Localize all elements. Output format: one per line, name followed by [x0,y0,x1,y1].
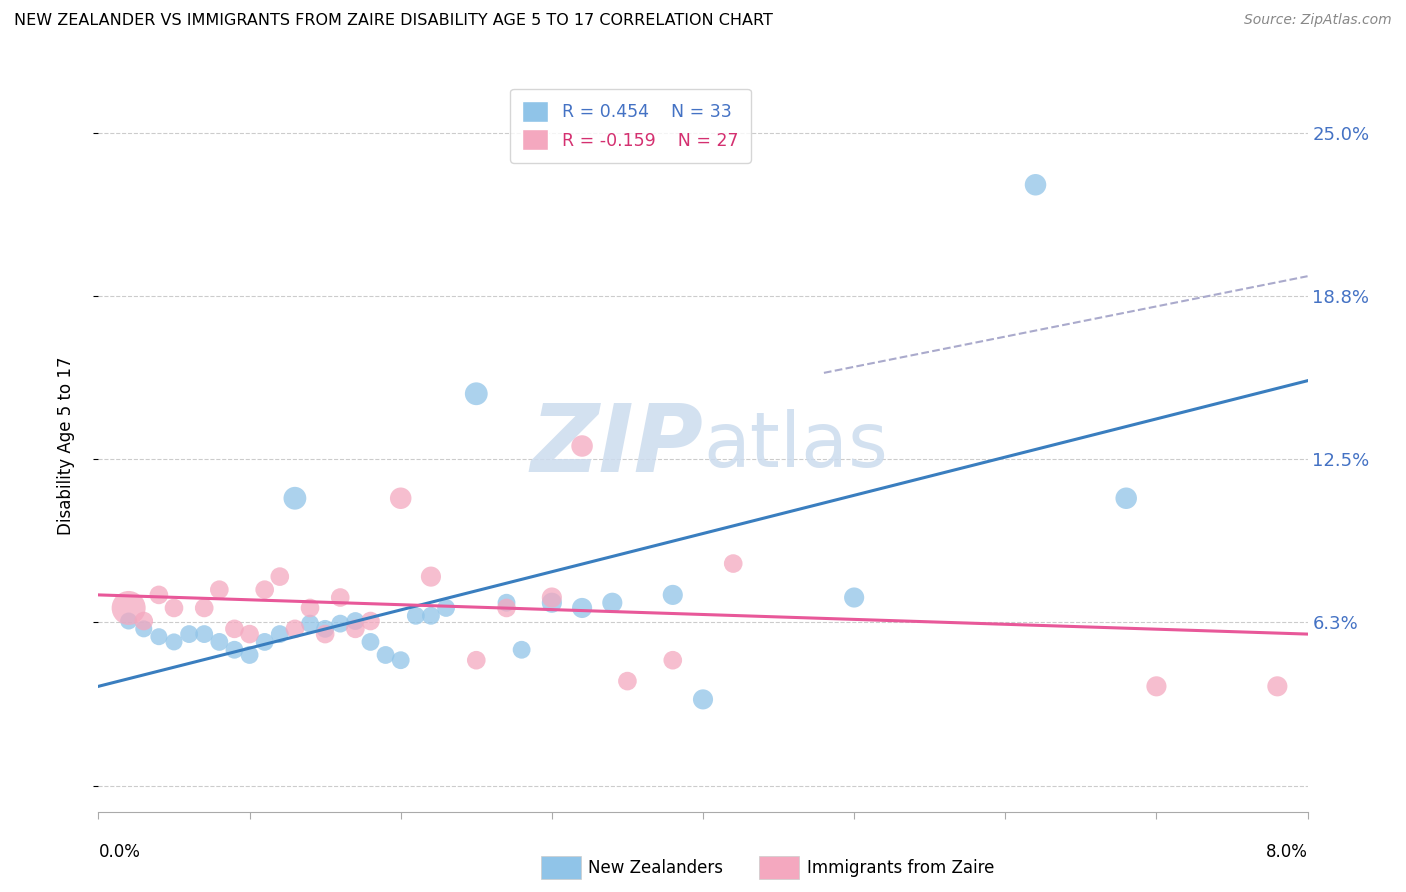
Point [389,653,412,667]
Point [344,614,367,628]
Point [253,635,276,649]
Point [118,601,141,615]
Point [208,582,231,597]
Text: 8.0%: 8.0% [1265,843,1308,861]
Point [314,627,336,641]
Text: New Zealanders: New Zealanders [588,859,723,877]
Point [132,622,155,636]
Point [253,582,276,597]
Point [541,591,564,605]
Point [224,622,246,636]
Point [118,614,141,628]
Point [420,608,443,623]
Text: atlas: atlas [703,409,887,483]
Point [510,642,533,657]
Point [662,653,685,667]
Point [602,596,624,610]
Text: NEW ZEALANDER VS IMMIGRANTS FROM ZAIRE DISABILITY AGE 5 TO 17 CORRELATION CHART: NEW ZEALANDER VS IMMIGRANTS FROM ZAIRE D… [14,13,773,29]
Point [420,569,443,583]
Point [374,648,396,662]
Point [571,601,593,615]
Point [224,642,246,657]
Point [344,622,367,636]
Point [434,601,457,615]
Point [163,635,186,649]
Text: Immigrants from Zaire: Immigrants from Zaire [807,859,994,877]
Point [163,601,186,615]
Point [1025,178,1047,192]
Point [239,627,262,641]
Point [405,608,427,623]
Point [495,601,517,615]
Text: ZIP: ZIP [530,400,703,492]
Point [1267,679,1289,693]
Point [284,622,307,636]
Point [541,596,564,610]
Point [1115,491,1137,506]
Point [193,627,215,641]
Point [692,692,714,706]
Point [571,439,593,453]
Point [132,614,155,628]
Point [284,491,307,506]
Point [329,591,352,605]
Point [314,622,336,636]
Point [723,557,745,571]
Point [1146,679,1168,693]
Point [495,596,517,610]
Point [239,648,262,662]
Text: Source: ZipAtlas.com: Source: ZipAtlas.com [1244,13,1392,28]
Point [148,630,170,644]
Point [389,491,412,506]
Point [465,386,488,401]
Point [465,653,488,667]
Point [616,674,638,689]
Point [662,588,685,602]
Point [179,627,201,641]
Point [329,616,352,631]
Text: 0.0%: 0.0% [98,843,141,861]
Legend: R = 0.454    N = 33, R = -0.159    N = 27: R = 0.454 N = 33, R = -0.159 N = 27 [510,89,751,162]
Point [299,601,322,615]
Point [360,614,382,628]
Point [208,635,231,649]
Point [360,635,382,649]
Point [148,588,170,602]
Point [269,569,291,583]
Point [299,616,322,631]
Y-axis label: Disability Age 5 to 17: Disability Age 5 to 17 [56,357,75,535]
Point [844,591,866,605]
Point [269,627,291,641]
Point [193,601,215,615]
